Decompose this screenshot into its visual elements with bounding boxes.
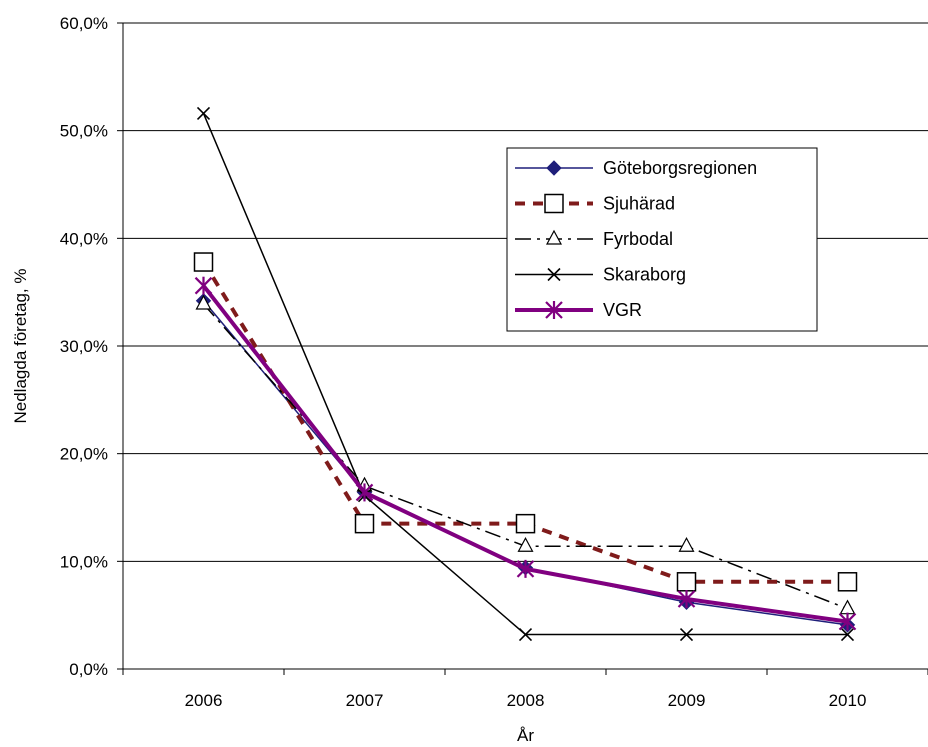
marker-asterisk: [355, 483, 374, 502]
axes: [117, 22, 928, 675]
legend-item: Sjuhärad: [515, 194, 675, 214]
x-tick-label: 2009: [668, 691, 706, 710]
x-tick-label: 2010: [829, 691, 867, 710]
legend-item: Fyrbodal: [515, 229, 673, 249]
marker-triangle: [545, 229, 563, 245]
x-tick-labels: 2006 2007 2008 2009 2010: [185, 691, 867, 710]
y-tick-label: 40,0%: [60, 229, 108, 248]
x-tick-label: 2006: [185, 691, 223, 710]
marker-triangle: [678, 536, 695, 552]
series-sjuhärad: [193, 252, 858, 592]
legend-label: Sjuhärad: [603, 194, 675, 214]
y-tick-label: 50,0%: [60, 122, 108, 141]
marker-asterisk: [677, 590, 696, 609]
marker-diamond: [546, 160, 562, 176]
y-tick-label: 0,0%: [69, 660, 108, 679]
legend-item: Skaraborg: [515, 265, 686, 285]
marker-triangle: [195, 294, 212, 310]
marker-asterisk: [194, 276, 213, 295]
legend: Göteborgsregionen Sjuhärad Fyrbodal Skarabo…: [506, 147, 818, 332]
x-tick-label: 2008: [507, 691, 545, 710]
legend-label: Göteborgsregionen: [603, 158, 757, 178]
marker-x: [547, 267, 561, 282]
marker-asterisk: [838, 612, 857, 631]
marker-square: [354, 513, 375, 534]
y-tick-label: 30,0%: [60, 337, 108, 356]
y-tick-label: 10,0%: [60, 552, 108, 571]
marker-triangle: [839, 599, 856, 615]
legend-label: VGR: [603, 300, 642, 320]
y-axis-title: Nedlagda företag, %: [11, 269, 30, 424]
y-tick-labels: 0,0% 10,0% 20,0% 30,0% 40,0% 50,0% 60,0%: [60, 14, 108, 679]
y-tick-label: 20,0%: [60, 445, 108, 464]
marker-square: [515, 513, 536, 534]
legend-item: VGR: [515, 300, 642, 320]
x-axis-title: År: [517, 726, 534, 745]
marker-square: [676, 572, 697, 592]
marker-x: [196, 106, 211, 121]
marker-square: [837, 572, 858, 592]
marker-x: [518, 627, 533, 642]
marker-asterisk: [545, 301, 563, 319]
marker-x: [679, 627, 694, 642]
marker-asterisk: [516, 559, 535, 578]
marker-square: [193, 252, 214, 272]
y-tick-label: 60,0%: [60, 14, 108, 33]
series-vgr: [194, 276, 857, 631]
marker-square: [544, 193, 564, 214]
marker-triangle: [517, 536, 534, 552]
series-group: [193, 106, 858, 642]
legend-label: Fyrbodal: [603, 229, 673, 249]
x-tick-label: 2007: [346, 691, 384, 710]
marker-x: [840, 627, 855, 642]
legend-item: Göteborgsregionen: [515, 158, 757, 178]
legend-label: Skaraborg: [603, 265, 686, 285]
